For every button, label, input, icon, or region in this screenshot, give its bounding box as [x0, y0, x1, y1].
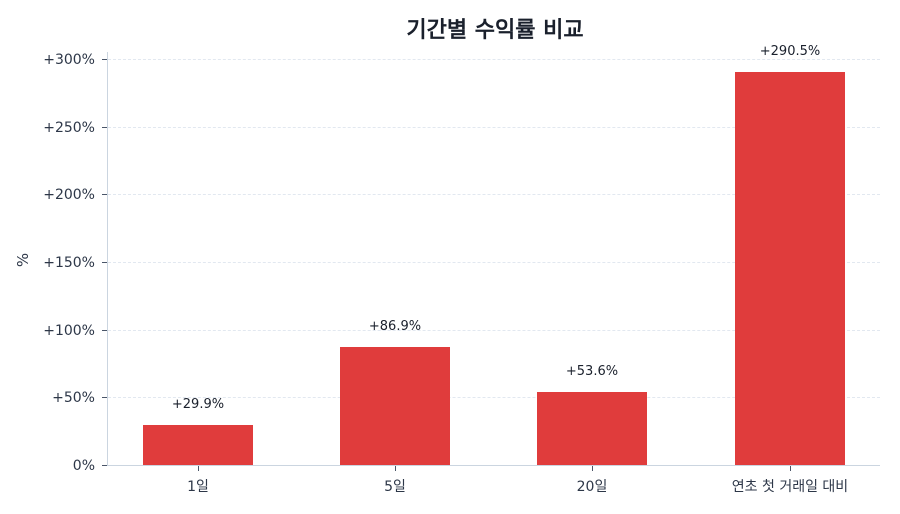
gridline: [108, 127, 880, 128]
x-axis-line: [107, 465, 880, 466]
x-tick-label: 1일: [187, 479, 209, 495]
x-tick-label: 연초 첫 거래일 대비: [731, 479, 849, 495]
y-tick-mark: [102, 465, 107, 466]
gridline: [108, 330, 880, 331]
bar-value-label: +290.5%: [759, 43, 821, 59]
bar: [537, 392, 647, 465]
chart-title: 기간별 수익률 비교: [406, 18, 584, 43]
y-tick-label: +200%: [43, 187, 95, 203]
y-tick-label: +50%: [52, 390, 95, 406]
x-tick-label: 5일: [384, 479, 406, 495]
bar-value-label: +86.9%: [368, 319, 422, 335]
y-tick-label: 0%: [72, 458, 95, 474]
y-tick-mark: [102, 127, 107, 128]
y-tick-label: +100%: [43, 323, 95, 339]
bar: [340, 347, 450, 465]
gridline: [108, 397, 880, 398]
gridline: [108, 262, 880, 263]
bar: [735, 71, 845, 465]
y-tick-label: +250%: [43, 120, 95, 136]
y-tick-mark: [102, 330, 107, 331]
x-tick-mark: [790, 466, 791, 471]
x-tick-mark: [592, 466, 593, 471]
x-tick-mark: [198, 466, 199, 471]
y-tick-label: +150%: [43, 255, 95, 271]
x-tick-mark: [395, 466, 396, 471]
y-tick-label: +300%: [43, 52, 95, 68]
y-tick-mark: [102, 262, 107, 263]
bar: [143, 424, 253, 465]
bar-value-label: +29.9%: [171, 396, 225, 412]
y-tick-mark: [102, 194, 107, 195]
gridline: [108, 194, 880, 195]
y-axis-line: [107, 52, 108, 466]
bar-value-label: +53.6%: [565, 364, 619, 380]
y-tick-mark: [102, 59, 107, 60]
y-tick-mark: [102, 397, 107, 398]
gridline: [108, 59, 880, 60]
x-tick-label: 20일: [576, 479, 608, 495]
y-axis-title: %: [14, 252, 33, 268]
